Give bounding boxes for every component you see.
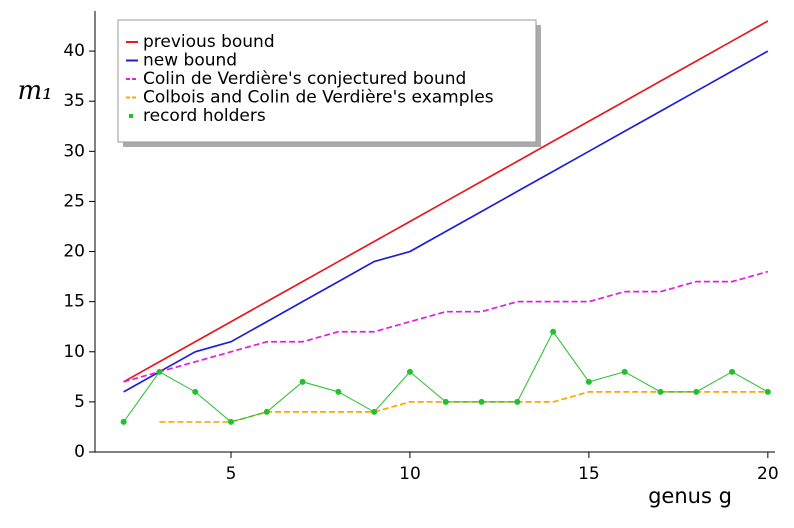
legend-box (117, 19, 537, 143)
marker (514, 398, 521, 405)
marker (263, 408, 270, 415)
y-tick-label: 0 (74, 442, 85, 462)
x-tick-label: 15 (578, 464, 600, 484)
marker (156, 368, 163, 375)
series-line (123, 20, 769, 383)
y-axis-label: m₁ (17, 76, 52, 106)
marker (764, 388, 771, 395)
marker (585, 378, 592, 385)
marker (371, 408, 378, 415)
y-tick-label: 10 (63, 342, 85, 362)
marker (299, 378, 306, 385)
legend-label: previous bound (143, 32, 275, 52)
marker (621, 368, 628, 375)
x-tick-label: 5 (226, 464, 237, 484)
marker (228, 418, 234, 425)
series-line (123, 50, 769, 393)
legend-swatch (129, 114, 133, 118)
marker (335, 388, 342, 395)
marker (657, 388, 664, 395)
y-tick-label: 20 (63, 242, 85, 262)
x-tick-label: 20 (757, 464, 779, 484)
y-tick-label: 30 (63, 141, 85, 161)
legend-label: Colbois and Colin de Verdière's examples (143, 88, 494, 108)
y-tick-label: 5 (74, 392, 85, 412)
marker (550, 328, 557, 335)
y-tick-label: 40 (63, 41, 85, 61)
x-tick-label: 10 (399, 464, 421, 484)
legend-label: new bound (143, 51, 237, 71)
marker (442, 398, 449, 405)
y-tick-label: 35 (63, 91, 85, 111)
marker (478, 398, 485, 405)
series-line (159, 391, 768, 423)
marker (729, 368, 736, 375)
legend-label: record holders (143, 106, 266, 126)
x-axis-label: genus g (648, 484, 732, 508)
marker (120, 418, 127, 425)
marker (406, 368, 413, 375)
y-tick-label: 15 (63, 292, 85, 312)
marker (693, 388, 700, 395)
series-line (123, 270, 769, 383)
legend-label: Colin de Verdière's conjectured bound (143, 69, 466, 89)
marker (192, 388, 199, 395)
y-tick-label: 25 (63, 191, 85, 211)
